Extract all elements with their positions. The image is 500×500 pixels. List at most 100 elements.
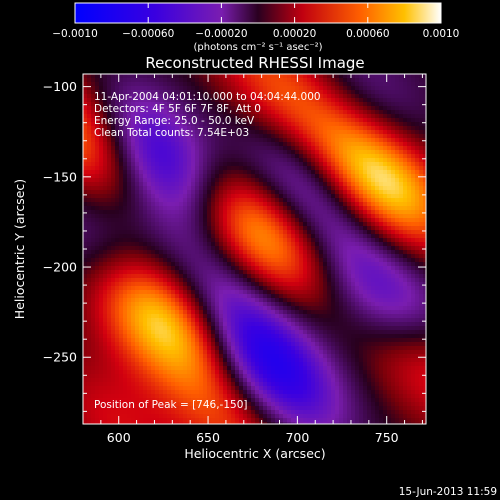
heatmap-cell — [155, 262, 160, 267]
heatmap-cell — [387, 166, 392, 171]
heatmap-cell — [131, 90, 136, 95]
heatmap-cell — [403, 190, 408, 195]
heatmap-cell — [287, 254, 292, 259]
heatmap-cell — [211, 74, 216, 79]
heatmap-cell — [155, 230, 160, 235]
heatmap-cell — [295, 90, 300, 95]
heatmap-cell — [347, 218, 352, 223]
heatmap-cell — [191, 282, 196, 287]
heatmap-cell — [207, 194, 212, 199]
heatmap-cell — [255, 258, 260, 263]
heatmap-cell — [179, 286, 184, 291]
heatmap-cell — [115, 210, 120, 215]
heatmap-cell — [347, 130, 352, 135]
heatmap-cell — [83, 226, 88, 231]
heatmap-cell — [395, 286, 400, 291]
heatmap-cell — [227, 110, 232, 115]
heatmap-cell — [399, 258, 404, 263]
heatmap-cell — [115, 302, 120, 307]
heatmap-cell — [95, 206, 100, 211]
heatmap-cell — [239, 294, 244, 299]
heatmap-cell — [231, 234, 236, 239]
heatmap-cell — [299, 98, 304, 103]
heatmap-cell — [355, 134, 360, 139]
heatmap-cell — [135, 142, 140, 147]
heatmap-cell — [91, 206, 96, 211]
heatmap-cell — [135, 270, 140, 275]
heatmap-cell — [99, 86, 104, 91]
heatmap-cell — [383, 114, 388, 119]
heatmap-cell — [127, 114, 132, 119]
heatmap-cell — [419, 254, 424, 259]
heatmap-cell — [95, 150, 100, 155]
heatmap-cell — [119, 166, 124, 171]
heatmap-cell — [351, 158, 356, 163]
heatmap-cell — [315, 238, 320, 243]
heatmap-cell — [403, 238, 408, 243]
heatmap-cell — [315, 122, 320, 127]
heatmap-cell — [223, 226, 228, 231]
heatmap-cell — [371, 246, 376, 251]
heatmap-cell — [195, 282, 200, 287]
heatmap-cell — [287, 246, 292, 251]
heatmap-cell — [147, 126, 152, 131]
heatmap-cell — [183, 118, 188, 123]
heatmap-cell — [383, 154, 388, 159]
heatmap-cell — [295, 98, 300, 103]
heatmap-cell — [107, 142, 112, 147]
heatmap-cell — [243, 194, 248, 199]
heatmap-cell — [211, 210, 216, 215]
heatmap-cell — [283, 86, 288, 91]
heatmap-cell — [87, 258, 92, 263]
heatmap-cell — [407, 174, 412, 179]
heatmap-cell — [323, 278, 328, 283]
heatmap-cell — [175, 166, 180, 171]
heatmap-cell — [107, 294, 112, 299]
heatmap-cell — [327, 294, 332, 299]
heatmap-cell — [311, 258, 316, 263]
heatmap-cell — [95, 242, 100, 247]
heatmap-cell — [307, 206, 312, 211]
heatmap-cell — [207, 298, 212, 303]
heatmap-cell — [219, 198, 224, 203]
heatmap-cell — [183, 270, 188, 275]
heatmap-cell — [235, 254, 240, 259]
heatmap-cell — [83, 78, 88, 83]
heatmap-cell — [275, 174, 280, 179]
heatmap-cell — [259, 94, 264, 99]
heatmap-cell — [155, 182, 160, 187]
heatmap-cell — [323, 142, 328, 147]
heatmap-cell — [163, 234, 168, 239]
heatmap-cell — [95, 162, 100, 167]
heatmap-cell — [175, 78, 180, 83]
heatmap-cell — [383, 74, 388, 79]
heatmap-cell — [423, 282, 426, 287]
heatmap-cell — [239, 146, 244, 151]
heatmap-cell — [307, 78, 312, 83]
heatmap-cell — [151, 250, 156, 255]
heatmap-cell — [107, 102, 112, 107]
heatmap-cell — [399, 142, 404, 147]
heatmap-cell — [383, 106, 388, 111]
heatmap-cell — [379, 230, 384, 235]
heatmap-cell — [99, 226, 104, 231]
heatmap-cell — [271, 86, 276, 91]
heatmap-cell — [123, 298, 128, 303]
heatmap-cell — [395, 234, 400, 239]
heatmap-cell — [87, 166, 92, 171]
heatmap-cell — [347, 246, 352, 251]
heatmap-cell — [267, 242, 272, 247]
heatmap-cell — [223, 106, 228, 111]
heatmap-cell — [387, 142, 392, 147]
heatmap-cell — [367, 190, 372, 195]
heatmap-cell — [115, 158, 120, 163]
heatmap-cell — [179, 166, 184, 171]
heatmap-cell — [147, 138, 152, 143]
heatmap-cell — [323, 170, 328, 175]
heatmap-cell — [323, 290, 328, 295]
heatmap-cell — [423, 274, 426, 279]
heatmap-cell — [267, 106, 272, 111]
heatmap-cell — [207, 290, 212, 295]
heatmap-cell — [363, 138, 368, 143]
heatmap-cell — [167, 262, 172, 267]
